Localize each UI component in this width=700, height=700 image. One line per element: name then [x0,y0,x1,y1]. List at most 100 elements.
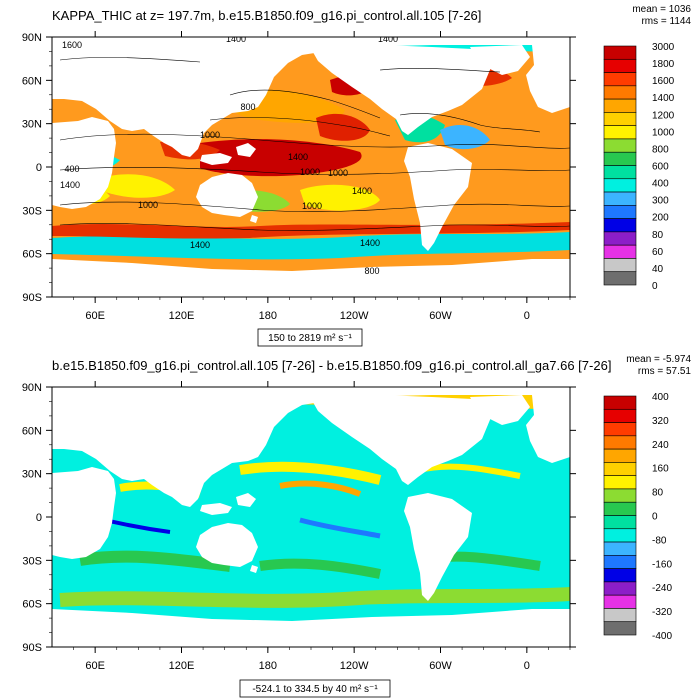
colorbar-swatch [603,568,637,583]
x-tick-label: 120W [340,660,369,672]
y-tick-label: 30N [22,469,42,481]
contour-label: 1000 [302,201,322,211]
x-tick-label: 60W [429,660,452,672]
colorbar-swatch [603,608,637,623]
y-tick-label: 0 [36,162,42,174]
colorbar-swatch [603,165,637,180]
colorbar-swatch [603,555,637,569]
colorbar-swatch [603,218,637,233]
colorbar-swatch [603,72,637,87]
colorbar-label: 800 [652,144,669,155]
top-map: 1400 1400 1600 800 1000 1400 1000 1000 4… [52,34,570,297]
colorbar-swatch [603,515,637,530]
contour-label: 1000 [300,167,320,177]
x-tick-label: 60W [429,310,452,322]
y-tick-label: 90S [22,642,42,654]
colorbar-swatch [603,475,637,490]
contour-label: 1400 [226,34,246,44]
top-axes: 60E 120E 180 120W 60W 0 90N 60N 30N 0 30S 60S 90S [22,31,576,322]
x-tick-label: 60E [85,660,105,672]
bottom-stat-rms: rms = 57.51 [638,366,692,377]
colorbar-label: 1800 [652,59,675,70]
colorbar-swatch [603,191,637,206]
colorbar-swatch [603,98,637,113]
colorbar-label: -400 [652,631,672,642]
top-stat-rms: rms = 1144 [641,16,691,27]
colorbar-swatch [603,488,637,503]
contour-label: 1000 [138,200,158,210]
colorbar-swatch [603,422,637,437]
colorbar-label: 60 [652,247,664,258]
colorbar-swatch [603,112,637,126]
bottom-panel: b.e15.B1850.f09_g16.pi_control.all.105 [… [22,354,692,698]
top-panel: KAPPA_THIC at z= 197.7m, b.e15.B1850.f09… [22,4,691,347]
colorbar-label: 400 [652,179,669,190]
top-range-label: 150 to 2819 m² s⁻¹ [268,333,352,344]
colorbar-label: 0 [652,281,658,292]
x-tick-label: 0 [524,310,530,322]
x-tick-label: 180 [259,310,277,322]
contour-label: 800 [364,266,379,276]
x-tick-label: 0 [524,660,530,672]
colorbar-swatch [603,151,637,166]
colorbar-label: 200 [652,213,669,224]
x-tick-label: 120W [340,310,369,322]
bottom-range-label: -524.1 to 334.5 by 40 m² s⁻¹ [252,684,378,695]
colorbar-swatch [603,231,637,246]
colorbar-swatch [603,125,637,140]
colorbar-label: 80 [652,230,664,241]
top-range-box [257,328,363,347]
colorbar-label: 300 [652,196,669,207]
colorbar-label: 0 [652,512,658,523]
colorbar-label: 3000 [652,42,675,53]
y-tick-label: 30S [22,205,42,217]
colorbar-swatch [603,581,637,596]
bottom-range-box [239,679,391,698]
y-tick-label: 30S [22,555,42,567]
colorbar-swatch [603,85,637,100]
x-tick-label: 120E [169,310,195,322]
colorbar-label: 160 [652,464,669,475]
colorbar-swatch [603,501,637,516]
y-tick-label: 60N [22,425,42,437]
y-tick-label: 60S [22,249,42,261]
contour-label: 1000 [200,130,220,140]
colorbar-swatch [603,178,637,193]
colorbar-label: 1200 [652,110,675,121]
y-tick-label: 60S [22,599,42,611]
y-tick-label: 0 [36,512,42,524]
colorbar-label: -240 [652,583,672,594]
colorbar-swatch [603,244,637,259]
colorbar-label: 400 [652,392,669,403]
contour-label: 1400 [360,238,380,248]
x-tick-label: 120E [169,660,195,672]
colorbar-label: -160 [652,559,672,570]
x-tick-label: 180 [259,660,277,672]
colorbar-swatch [603,45,637,60]
top-title: KAPPA_THIC at z= 197.7m, b.e15.B1850.f09… [52,8,481,23]
colorbar-label: 1000 [652,127,675,138]
colorbar-label: -320 [652,607,672,618]
y-tick-label: 90S [22,292,42,304]
colorbar-swatch [603,435,637,450]
colorbar-swatch [603,205,637,219]
x-tick-label: 60E [85,310,105,322]
colorbar-label: -80 [652,535,667,546]
contour-label: 1400 [352,186,372,196]
colorbar-swatch [603,528,637,543]
colorbar-label: 320 [652,416,669,427]
y-tick-label: 30N [22,119,42,131]
colorbar-swatch [603,541,637,556]
contour-label: 1400 [60,180,80,190]
bottom-colorbar: 400 320 240 160 80 0 -80 -160 -240 -320 -400 [603,392,672,642]
colorbar-label: 80 [652,488,664,499]
colorbar-swatch [603,271,637,286]
colorbar-swatch [603,462,637,476]
colorbar-swatch [603,621,637,636]
colorbar-swatch [603,138,637,153]
colorbar-swatch [603,594,637,609]
contour-label: 800 [240,102,255,112]
colorbar-label: 600 [652,162,669,173]
colorbar-label: 1400 [652,93,675,104]
colorbar-swatch [603,58,637,73]
